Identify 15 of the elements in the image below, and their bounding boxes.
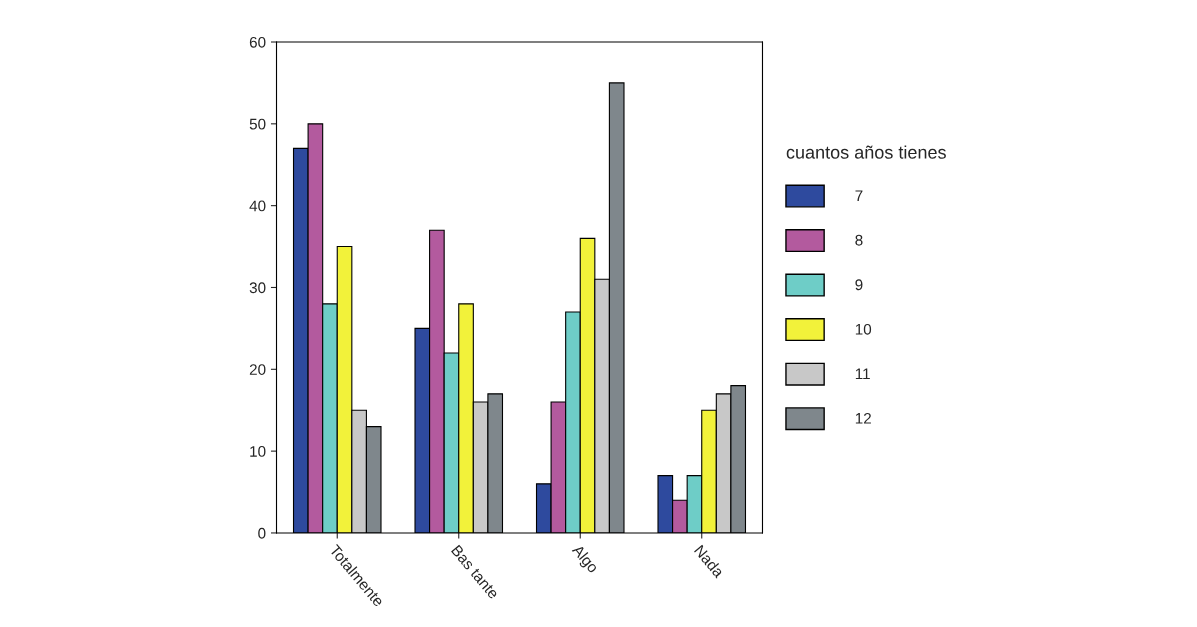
y-tick-label: 40	[249, 200, 266, 212]
legend-label: 8	[855, 234, 863, 246]
y-tick-label: 0	[258, 527, 266, 539]
legend-title: cuantos años tienes	[786, 145, 946, 159]
y-tick-label: 10	[250, 445, 266, 457]
y-tick-label: 50	[249, 118, 266, 130]
legend-label: 9	[855, 279, 863, 291]
legend-label: 12	[855, 412, 871, 424]
y-tick-label: 20	[249, 364, 266, 375]
y-tick-label: 30	[249, 282, 266, 294]
x-tick-label: Algo	[569, 543, 600, 576]
legend-label: 11	[855, 368, 870, 380]
y-tick-label: 60	[249, 36, 266, 48]
legend-label: 7	[855, 190, 863, 201]
legend-label: 10	[855, 323, 872, 335]
